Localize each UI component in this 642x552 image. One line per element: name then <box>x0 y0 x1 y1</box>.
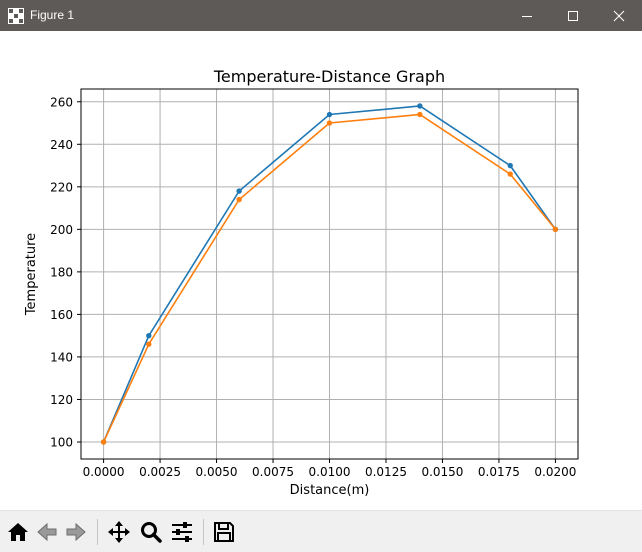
toolbar-separator <box>97 519 98 545</box>
series-2-point <box>236 196 242 203</box>
back-arrow-icon <box>37 522 57 542</box>
pan-move-icon <box>108 521 130 543</box>
series-2-point <box>552 226 559 233</box>
series-1-point <box>507 162 513 169</box>
forward-button[interactable] <box>62 517 90 547</box>
y-axis-label: Temperature <box>24 233 39 316</box>
home-button[interactable] <box>4 517 32 547</box>
chart-title: Temperature-Distance Graph <box>213 67 445 86</box>
x-tick-label: 0.0175 <box>478 465 520 479</box>
y-tick-label: 240 <box>50 138 73 152</box>
series-2-point <box>507 171 513 177</box>
configure-subplots-button[interactable] <box>168 517 196 547</box>
y-tick-label: 140 <box>50 350 73 364</box>
save-button[interactable] <box>210 517 238 547</box>
save-floppy-icon <box>214 522 234 542</box>
series-1-point <box>146 332 152 339</box>
y-tick-label: 200 <box>50 223 73 237</box>
series-1-point <box>236 188 242 194</box>
x-tick-label: 0.0050 <box>196 465 238 479</box>
x-tick-label: 0.0025 <box>139 465 181 479</box>
minimize-button[interactable] <box>504 0 550 31</box>
minimize-icon <box>522 15 532 17</box>
y-tick-label: 180 <box>50 265 73 279</box>
grid-lines <box>81 89 578 459</box>
toolbar-separator <box>203 519 204 545</box>
x-tick-label: 0.0125 <box>365 465 407 479</box>
series-layer <box>100 103 559 445</box>
x-tick-label: 0.0075 <box>252 465 294 479</box>
series-1-point <box>326 111 333 118</box>
zoom-magnifier-icon <box>141 522 162 543</box>
x-tick-label: 0.0200 <box>534 465 576 479</box>
x-tick-label: 0.0150 <box>421 465 463 479</box>
x-tick-label: 0.0100 <box>309 465 351 479</box>
series-2-point <box>326 120 333 126</box>
figure-canvas[interactable]: 0.0000 0.0025 0.0050 0.0075 0.0100 0.0125 0.01… <box>0 31 642 510</box>
close-button[interactable] <box>596 0 642 31</box>
zoom-button[interactable] <box>137 517 165 547</box>
navigation-toolbar <box>0 510 642 552</box>
maximize-button[interactable] <box>550 0 596 31</box>
maximize-icon <box>568 10 578 21</box>
window-title: Figure 1 <box>30 8 75 22</box>
close-icon <box>613 10 625 21</box>
series-2-point <box>100 439 107 445</box>
window-titlebar: Figure 1 <box>0 0 642 31</box>
app-icon <box>8 8 24 24</box>
series-1-point <box>417 103 423 109</box>
series-2-point <box>146 341 152 347</box>
home-icon <box>8 523 28 541</box>
y-tick-label: 120 <box>50 393 73 407</box>
forward-arrow-icon <box>66 522 86 542</box>
pan-button[interactable] <box>105 517 133 547</box>
line-chart: 0.0000 0.0025 0.0050 0.0075 0.0100 0.0125 0.01… <box>24 67 579 498</box>
back-button[interactable] <box>33 517 61 547</box>
x-ticks: 0.0000 0.0025 0.0050 0.0075 0.0100 0.0125 0.01… <box>83 459 576 479</box>
y-ticks: 100 120 140 160 180 200 220 240 260 <box>50 95 81 449</box>
series-2-point <box>417 111 423 118</box>
configure-subplots-icon <box>172 522 192 542</box>
x-axis-label: Distance(m) <box>290 483 370 498</box>
y-tick-label: 260 <box>50 95 73 109</box>
x-tick-label: 0.0000 <box>83 465 125 479</box>
y-tick-label: 160 <box>50 308 73 322</box>
y-tick-label: 220 <box>50 180 73 194</box>
y-tick-label: 100 <box>50 435 73 449</box>
